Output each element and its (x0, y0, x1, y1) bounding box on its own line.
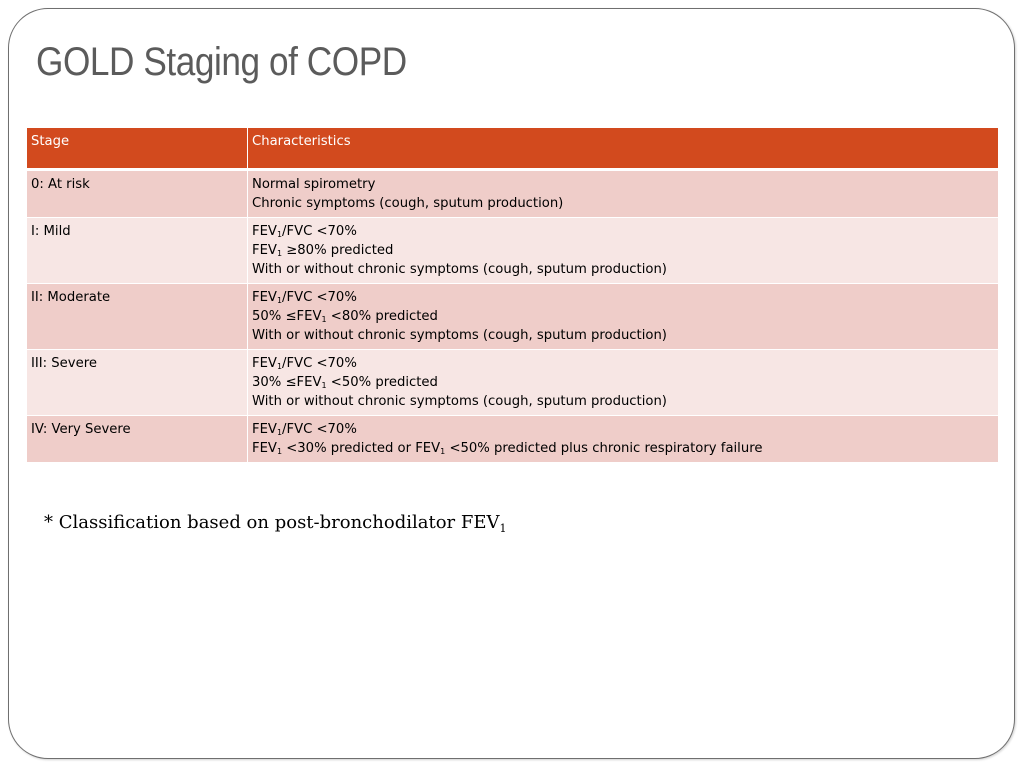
subscript: 1 (276, 428, 283, 437)
characteristic-line: 30% ≤FEV1 <50% predicted (252, 373, 994, 392)
text-segment: FEV (252, 356, 277, 371)
text-segment: FEV (252, 441, 277, 456)
text-segment: With or without chronic symptoms (cough,… (252, 394, 667, 409)
characteristic-line: With or without chronic symptoms (cough,… (252, 326, 994, 345)
table-row: II: Moderate FEV1/FVC <70% 50% ≤FEV1 <80% … (26, 283, 999, 350)
subscript: 1 (276, 230, 283, 239)
characteristic-line: FEV1/FVC <70% (252, 288, 994, 307)
text-segment: With or without chronic symptoms (cough,… (252, 262, 667, 277)
characteristic-line: Normal spirometry (252, 175, 994, 194)
subscript: 1 (276, 447, 283, 456)
text-segment: <50% predicted (326, 375, 438, 390)
characteristic-line: With or without chronic symptoms (cough,… (252, 392, 994, 411)
text-segment: FEV (252, 422, 277, 437)
text-segment: /FVC <70% (282, 290, 357, 305)
subscript: 1 (321, 315, 327, 324)
stage-cell: II: Moderate (26, 283, 248, 350)
text-segment: FEV (252, 224, 277, 239)
slide-title: GOLD Staging of COPD (36, 40, 407, 84)
table-row: 0: At risk Normal spirometry Chronic sympt… (26, 169, 999, 218)
characteristics-cell: FEV1/FVC <70% 50% ≤FEV1 <80% predicted Wit… (247, 283, 999, 350)
characteristic-line: 50% ≤FEV1 <80% predicted (252, 307, 994, 326)
characteristics-cell: FEV1/FVC <70% FEV1 ≥80% predicted With or … (247, 217, 999, 284)
footnote-text: * Classification based on post-bronchodi… (44, 512, 500, 533)
stage-cell: I: Mild (26, 217, 248, 284)
table-row: IV: Very Severe FEV1/FVC <70% FEV1 <30% pr… (26, 415, 999, 463)
characteristic-line: Chronic symptoms (cough, sputum producti… (252, 194, 994, 213)
characteristic-line: FEV1 <30% predicted or FEV1 <50% predict… (252, 439, 994, 458)
characteristic-line: With or without chronic symptoms (cough,… (252, 260, 994, 279)
subscript: 1 (276, 362, 283, 371)
characteristic-line: FEV1/FVC <70% (252, 354, 994, 373)
footnote-subscript: 1 (499, 522, 507, 535)
classification-footnote: * Classification based on post-bronchodi… (44, 512, 507, 535)
text-segment: FEV (252, 290, 277, 305)
text-segment: /FVC <70% (282, 224, 357, 239)
gold-staging-table: Stage Characteristics 0: At risk Normal s… (26, 127, 999, 463)
characteristic-line: FEV1/FVC <70% (252, 420, 994, 439)
header-characteristics: Characteristics (247, 127, 999, 171)
characteristic-line: FEV1/FVC <70% (252, 222, 994, 241)
table-header-row: Stage Characteristics (26, 127, 999, 171)
header-stage: Stage (26, 127, 248, 171)
characteristics-cell: FEV1/FVC <70% 30% ≤FEV1 <50% predicted Wit… (247, 349, 999, 416)
text-segment: /FVC <70% (282, 422, 357, 437)
text-segment: <80% predicted (326, 309, 438, 324)
table-row: III: Severe FEV1/FVC <70% 30% ≤FEV1 <50% p… (26, 349, 999, 416)
subscript: 1 (321, 381, 327, 390)
text-segment: ≥80% predicted (282, 243, 394, 258)
subscript: 1 (276, 249, 283, 258)
text-segment: 50% ≤FEV (252, 309, 322, 324)
subscript: 1 (440, 447, 446, 456)
table-body: 0: At risk Normal spirometry Chronic sympt… (26, 169, 999, 463)
characteristics-cell: Normal spirometry Chronic symptoms (cough… (247, 169, 999, 218)
text-segment: 30% ≤FEV (252, 375, 322, 390)
characteristic-line: FEV1 ≥80% predicted (252, 241, 994, 260)
text-segment: Chronic symptoms (cough, sputum producti… (252, 196, 564, 211)
stage-cell: III: Severe (26, 349, 248, 416)
text-segment: FEV (252, 243, 277, 258)
stage-cell: IV: Very Severe (26, 415, 248, 463)
subscript: 1 (276, 296, 283, 305)
text-segment: Normal spirometry (252, 177, 376, 192)
table-row: I: Mild FEV1/FVC <70% FEV1 ≥80% predicted W… (26, 217, 999, 284)
text-segment: With or without chronic symptoms (cough,… (252, 328, 667, 343)
text-segment: <30% predicted or FEV (282, 441, 441, 456)
stage-cell: 0: At risk (26, 169, 248, 218)
text-segment: /FVC <70% (282, 356, 357, 371)
text-segment: <50% predicted plus chronic respiratory … (445, 441, 763, 456)
characteristics-cell: FEV1/FVC <70% FEV1 <30% predicted or FEV1… (247, 415, 999, 463)
